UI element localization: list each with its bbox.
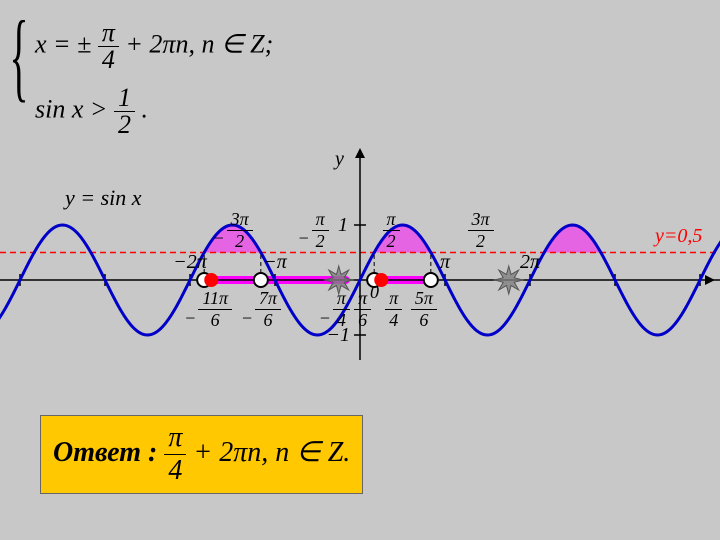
answer-frac: π 4 [164,422,186,487]
figure-canvas: { x = ± π 4 + 2πn, n ∈ Z; sin x > 1 2 . … [0,0,720,540]
open-endpoint [254,273,268,287]
axis-fraction-label: −3π2 [213,209,253,252]
answer-tail: + 2πn, n ∈ Z. [193,437,350,468]
open-endpoint [424,273,438,287]
answer-den: 4 [164,455,186,487]
y-axis-arrow [355,148,365,158]
axis-fraction-label: 5π6 [411,288,437,331]
axis-text: −π [263,251,287,273]
axis-fraction-label: −7π6 [241,288,281,331]
solution-point [204,273,218,287]
axis-fraction-label: −π2 [298,209,329,252]
axis-fraction-label: −π4 [319,288,350,331]
answer-box: Ответ : π 4 + 2πn, n ∈ Z. [40,415,363,494]
y-axis-label: y [335,148,344,171]
function-label: y = sin x [65,185,142,211]
axis-text: −2π [173,251,207,273]
axis-fraction-label: 3π2 [468,209,494,252]
x-axis-arrow [705,275,715,285]
axis-fraction-label: π2 [383,209,400,252]
rejected-point-star [495,266,523,294]
axis-text: π [440,251,451,273]
axis-fraction-label: π4 [385,288,402,331]
answer-num: π [164,422,186,455]
half-line-label: y=0,5 [655,225,702,248]
axis-fraction-label: −11π6 [184,288,232,331]
answer-lead: Ответ : [53,437,157,468]
axis-text: 1 [338,214,348,236]
axis-text: 0 [370,282,379,302]
axis-text: 2π [520,251,541,273]
axis-fraction-label: π6 [354,288,371,331]
